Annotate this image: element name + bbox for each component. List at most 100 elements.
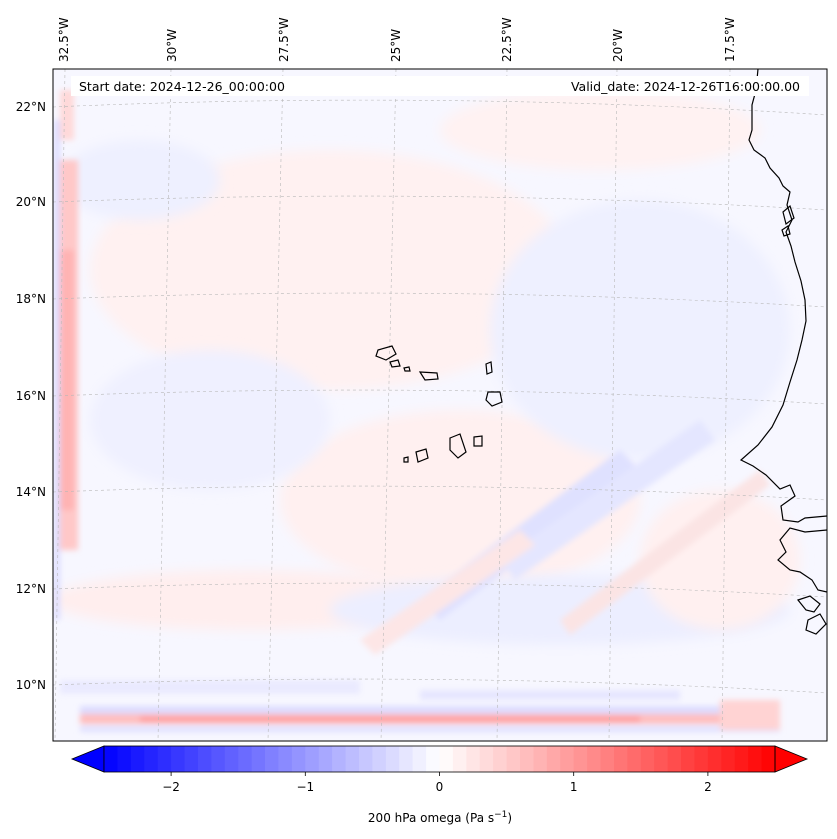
colorbar-step — [265, 746, 279, 772]
colorbar-step — [748, 746, 762, 772]
field-blue-patch — [60, 140, 220, 220]
field-pink-patch — [440, 90, 760, 170]
meridian-line — [496, 69, 508, 741]
colorbar-step — [224, 746, 239, 772]
colorbar-extend-low — [70, 745, 105, 773]
lat-label: 20°N — [16, 195, 46, 209]
island-fogo — [415, 448, 429, 463]
island-santiago — [449, 433, 467, 459]
parallel-line — [53, 389, 827, 405]
colorbar-step — [171, 746, 185, 772]
colorbar-extend-high — [774, 745, 809, 773]
meridian-line — [380, 69, 397, 741]
lat-label: 12°N — [16, 582, 46, 596]
colorbar-step — [399, 746, 414, 772]
colorbar-step — [707, 746, 722, 772]
colorbar-step — [278, 746, 293, 772]
colorbar-step — [761, 746, 776, 772]
colorbar-step — [372, 746, 387, 772]
diagonal-bands — [360, 420, 770, 655]
island-santa-luzia — [403, 366, 411, 372]
colorbar-step — [734, 746, 749, 772]
colorbar-tick-label: −2 — [162, 780, 180, 794]
colorbar-step — [667, 746, 682, 772]
island-sao-vicente — [389, 359, 401, 368]
coastlines — [375, 69, 827, 635]
coastline-bijagos — [805, 613, 827, 635]
graticule — [53, 69, 827, 741]
colorbar-label-close: ) — [507, 811, 512, 825]
colorbar-step — [197, 746, 212, 772]
parallel-line — [53, 582, 827, 598]
colorbar-step — [117, 746, 132, 772]
colorbar-tick-label: 0 — [436, 780, 444, 794]
island-sao-nicolau — [418, 371, 439, 381]
colorbar-step — [291, 746, 306, 772]
colorbar-step — [654, 746, 669, 772]
colorbar-step — [640, 746, 655, 772]
colorbar-step — [546, 746, 561, 772]
colorbar-step — [238, 746, 253, 772]
colorbar-step — [533, 746, 548, 772]
colorbar: −2 −1 0 1 2 200 hPa omega (Pa s−1) — [70, 745, 809, 825]
colorbar-step — [184, 746, 199, 772]
colorbar-step — [694, 746, 709, 772]
colorbar-tick-label: −1 — [296, 780, 314, 794]
colorbar-step — [412, 746, 427, 772]
colorbar-step — [627, 746, 642, 772]
colorbar-step — [251, 746, 266, 772]
meridian-line — [157, 69, 172, 741]
lat-label: 22°N — [16, 100, 46, 114]
lat-label: 14°N — [16, 485, 46, 499]
colorbar-step — [130, 746, 145, 772]
colorbar-step — [681, 746, 695, 772]
field-blue-patch — [490, 200, 790, 460]
colorbar-tick-label: 2 — [704, 780, 712, 794]
valid-date-label: Valid_date: 2024-12-26T16:00:00.00 — [571, 79, 800, 94]
lat-label: 16°N — [16, 389, 46, 403]
coastline-gambia-guinea — [777, 527, 827, 593]
colorbar-step — [358, 746, 373, 772]
lon-label: 17.5°W — [723, 17, 737, 62]
colorbar-step — [587, 746, 601, 772]
colorbar-label: 200 hPa omega (Pa s−1) — [368, 810, 512, 825]
colorbar-step — [560, 746, 575, 772]
lon-label: 30°W — [165, 29, 179, 62]
colorbar-step — [439, 746, 454, 772]
start-date-label: Start date: 2024-12-26_00:00:00 — [79, 79, 285, 94]
meridian-line — [267, 69, 284, 741]
colorbar-step — [104, 746, 118, 772]
meridian-line — [721, 69, 731, 741]
coastline-banc-arguin — [781, 225, 791, 237]
colorbar-step — [573, 746, 588, 772]
island-sal — [485, 361, 493, 375]
colorbar-label-exponent: −1 — [494, 810, 507, 820]
lat-label: 18°N — [16, 292, 46, 306]
field-pink-patch — [90, 150, 570, 390]
lon-label: 20°W — [611, 29, 625, 62]
field-blue-patch — [90, 350, 330, 490]
map-panel: Start date: 2024-12-26_00:00:00 Valid_da… — [52, 68, 828, 742]
meridian-line — [54, 69, 66, 741]
coastline-bijagos — [796, 595, 821, 613]
colorbar-step — [305, 746, 320, 772]
lon-label: 22.5°W — [500, 17, 514, 62]
coastline-banc-arguin — [782, 204, 795, 226]
island-brava — [403, 456, 409, 463]
parallel-line — [53, 485, 827, 501]
island-maio — [473, 435, 483, 447]
colorbar-step — [144, 746, 159, 772]
omega-field — [53, 90, 800, 732]
colorbar-label-text: 200 hPa omega (Pa s — [368, 811, 494, 825]
colorbar-tick-label: 1 — [570, 780, 578, 794]
lon-label: 32.5°W — [57, 17, 71, 62]
colorbar-step — [211, 746, 226, 772]
parallel-line — [53, 195, 827, 211]
parallel-line — [53, 292, 827, 308]
bottom-edge-bands — [60, 680, 780, 732]
lon-labels: 32.5°W 30°W 27.5°W 25°W 22.5°W 20°W 17.5… — [57, 17, 737, 62]
island-boa-vista — [485, 391, 503, 407]
colorbar-step — [613, 746, 628, 772]
